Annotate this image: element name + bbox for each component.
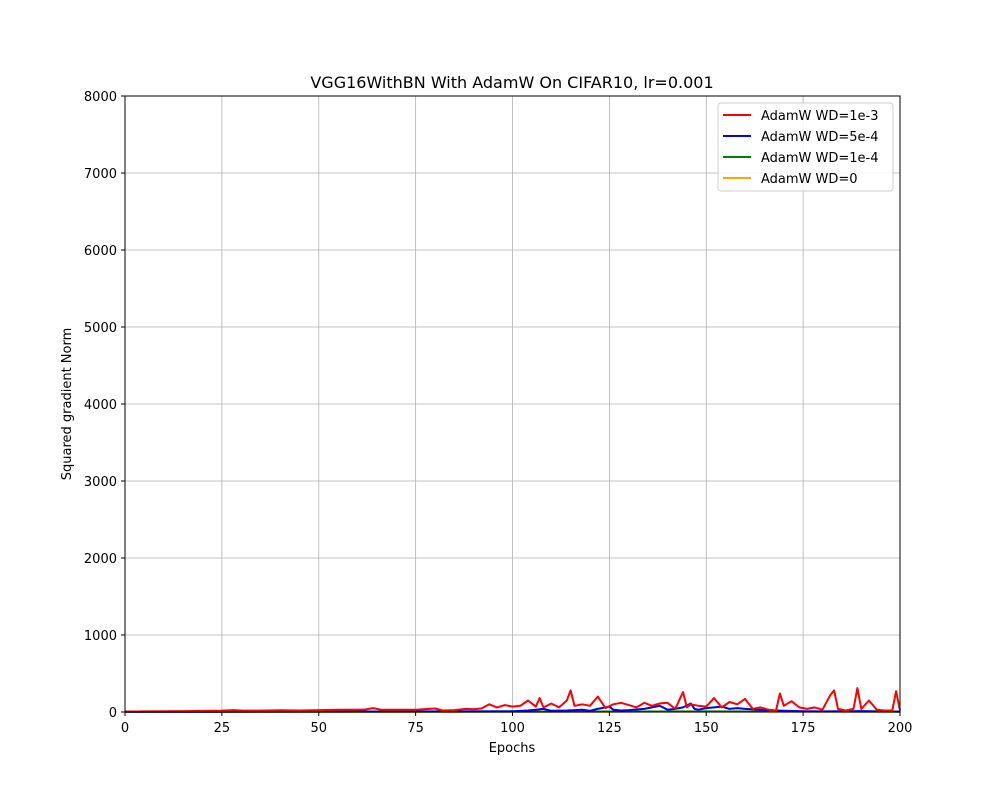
y-tick-label: 5000 <box>84 321 117 336</box>
x-tick-label: 25 <box>214 721 231 736</box>
y-tick-label: 7000 <box>84 167 117 182</box>
x-tick-label: 125 <box>597 721 622 736</box>
legend-label-3: AdamW WD=0 <box>761 172 858 187</box>
x-tick-label: 100 <box>500 721 525 736</box>
x-tick-label: 0 <box>121 721 129 736</box>
y-tick-label: 8000 <box>84 90 117 105</box>
x-tick-label: 150 <box>694 721 719 736</box>
x-tick-label: 50 <box>310 721 327 736</box>
x-tick-label: 75 <box>407 721 424 736</box>
legend-label-2: AdamW WD=1e-4 <box>761 151 879 166</box>
y-tick-label: 0 <box>109 706 117 721</box>
y-tick-label: 6000 <box>84 244 117 259</box>
x-tick-label: 200 <box>888 721 913 736</box>
y-tick-label: 4000 <box>84 398 117 413</box>
axis-ticks: 0 25 50 75 100 125 150 175 200010002000300040005… <box>84 90 913 736</box>
x-tick-label: 175 <box>791 721 816 736</box>
legend: AdamW WD=1e-3 AdamW WD=5e-4 AdamW WD=1e-4 A… <box>717 102 894 192</box>
y-tick-label: 1000 <box>84 629 117 644</box>
y-tick-label: 3000 <box>84 475 117 490</box>
series-line-0 <box>124 687 901 713</box>
chart-title: VGG16WithBN With AdamW On CIFAR10, lr=0.… <box>310 73 713 92</box>
legend-label-1: AdamW WD=5e-4 <box>761 130 879 145</box>
y-tick-label: 2000 <box>84 552 117 567</box>
legend-label-0: AdamW WD=1e-3 <box>761 109 879 124</box>
legend-box <box>717 102 894 192</box>
x-axis-label: Epochs <box>489 741 536 756</box>
y-axis-label: Squared gradient Norm <box>60 328 75 481</box>
